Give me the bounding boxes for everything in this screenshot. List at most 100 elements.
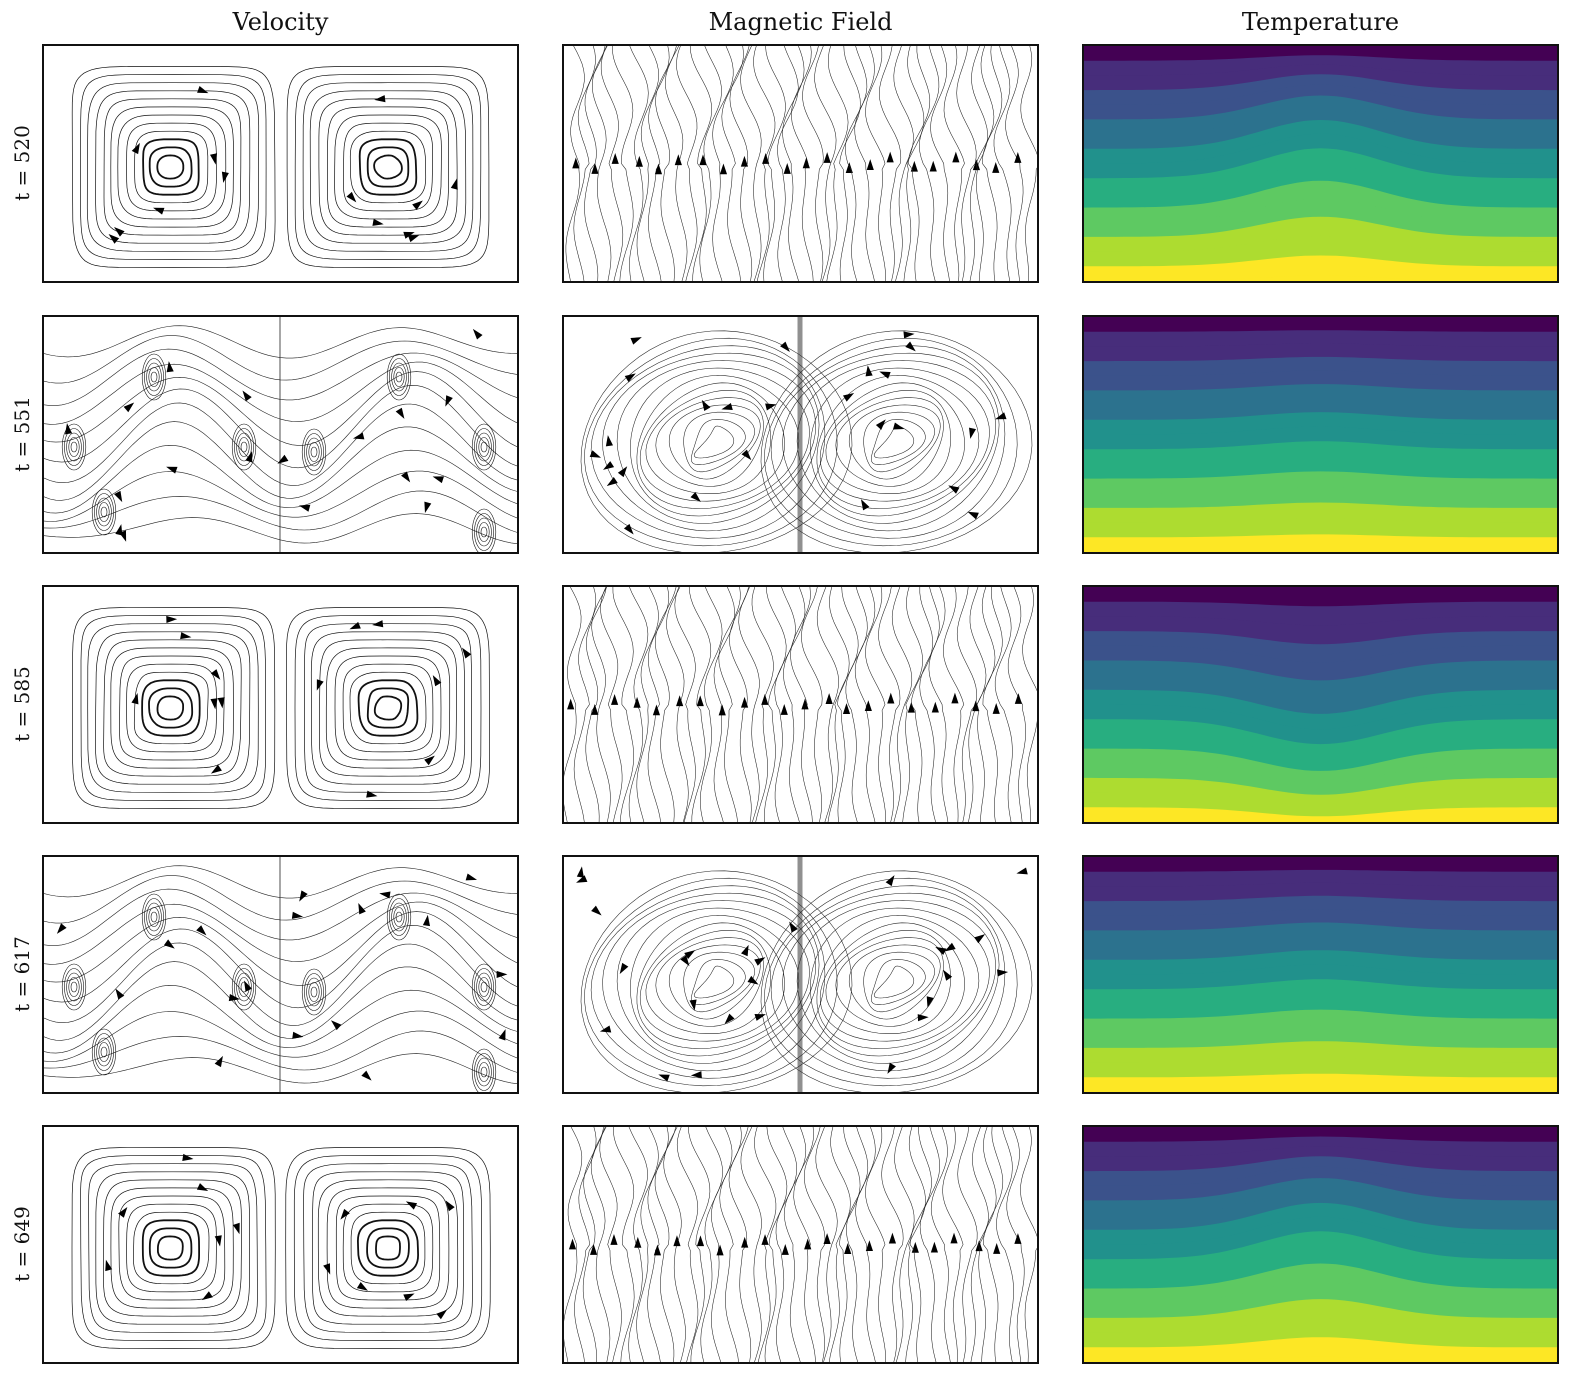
streamline bbox=[302, 82, 474, 252]
arrow-marker bbox=[298, 504, 311, 512]
magnetic-panel-t520 bbox=[562, 44, 1039, 283]
field-line bbox=[683, 951, 755, 1013]
field-line bbox=[1005, 46, 1024, 281]
streamline bbox=[44, 325, 517, 359]
streamline bbox=[327, 106, 449, 228]
arrow-marker bbox=[610, 1234, 618, 1245]
arrow-marker bbox=[699, 154, 707, 166]
arrow-marker bbox=[844, 1243, 852, 1254]
field-line bbox=[668, 944, 761, 1020]
vortex-ring bbox=[476, 432, 492, 462]
vortex-ring bbox=[236, 432, 252, 462]
streamline bbox=[95, 631, 251, 785]
streamline bbox=[309, 90, 467, 244]
field-line bbox=[688, 587, 712, 822]
streamline bbox=[335, 1195, 441, 1301]
streamline bbox=[44, 1053, 517, 1084]
streamline bbox=[285, 1147, 491, 1349]
arrow-marker bbox=[910, 160, 918, 172]
vortex-ring bbox=[64, 968, 84, 1006]
temperature-contours bbox=[1084, 46, 1557, 281]
arrow-marker bbox=[658, 1074, 670, 1082]
field-line bbox=[816, 915, 980, 1049]
field-line bbox=[729, 587, 752, 822]
streamline bbox=[357, 679, 419, 737]
vortex-ring bbox=[310, 446, 318, 458]
streamline bbox=[349, 130, 427, 204]
arrow-marker bbox=[591, 905, 602, 916]
arrow-marker bbox=[885, 875, 895, 887]
arrow-marker bbox=[445, 1200, 455, 1212]
field-line bbox=[668, 404, 761, 480]
streamline bbox=[117, 114, 227, 220]
field-line bbox=[796, 900, 996, 1064]
arrow-marker bbox=[277, 454, 289, 464]
arrow-marker bbox=[214, 1055, 223, 1068]
arrow-marker bbox=[624, 373, 636, 383]
vortex-ring bbox=[68, 977, 80, 997]
field-line bbox=[764, 1127, 788, 1362]
arrow-marker bbox=[917, 1014, 929, 1022]
field-line bbox=[592, 46, 612, 281]
vortex-ring bbox=[478, 977, 490, 997]
row-label-t520: t = 520 bbox=[4, 45, 40, 281]
arrow-marker bbox=[108, 233, 120, 244]
arrow-marker bbox=[825, 693, 833, 704]
field-line bbox=[865, 1127, 886, 1362]
field-line bbox=[863, 951, 935, 1013]
field-line bbox=[855, 1127, 876, 1362]
arrow-marker bbox=[875, 419, 886, 430]
field-line bbox=[796, 360, 996, 524]
vortex-ring bbox=[301, 428, 327, 476]
arrow-marker bbox=[903, 331, 915, 339]
vortex-ring bbox=[480, 526, 488, 538]
column-title-velocity: Velocity bbox=[232, 8, 329, 36]
field-line bbox=[602, 352, 820, 532]
streamline bbox=[71, 66, 276, 268]
arrow-marker bbox=[993, 1243, 1001, 1254]
field-line bbox=[845, 46, 868, 281]
field-line bbox=[564, 587, 582, 822]
field-line bbox=[616, 900, 816, 1064]
field-line bbox=[994, 587, 1013, 822]
field-line bbox=[846, 1127, 869, 1362]
field-line bbox=[636, 1127, 659, 1362]
field-line bbox=[770, 885, 1006, 1079]
streamline bbox=[141, 679, 201, 737]
arrow-marker bbox=[690, 1071, 702, 1079]
streamline bbox=[148, 687, 194, 729]
streamline bbox=[44, 865, 517, 899]
arrow-marker bbox=[196, 1183, 209, 1192]
field-line bbox=[969, 46, 988, 281]
arrow-marker bbox=[701, 399, 711, 412]
field-line bbox=[1007, 587, 1026, 822]
arrow-marker bbox=[118, 1206, 128, 1218]
velocity-panel-t520 bbox=[42, 44, 519, 283]
arrow-marker bbox=[780, 341, 790, 353]
streamline bbox=[343, 122, 433, 212]
field-line bbox=[801, 587, 823, 822]
arrow-marker bbox=[1014, 1233, 1022, 1244]
field-line bbox=[881, 1127, 904, 1362]
streamline bbox=[310, 631, 466, 785]
arrow-marker bbox=[603, 461, 615, 470]
vortex-ring bbox=[391, 902, 407, 932]
arrow-marker bbox=[718, 704, 726, 716]
field-line bbox=[630, 907, 810, 1057]
vortex-ring bbox=[234, 968, 254, 1006]
field-line bbox=[760, 870, 1033, 1092]
arrow-marker bbox=[210, 698, 218, 710]
arrow-marker bbox=[372, 620, 384, 628]
arrow-marker bbox=[866, 159, 874, 170]
field-line bbox=[655, 587, 677, 822]
field-line bbox=[910, 587, 933, 822]
streamline bbox=[88, 1163, 258, 1333]
vortex-ring bbox=[395, 911, 403, 923]
arrow-marker bbox=[210, 669, 221, 680]
row-label-t551: t = 551 bbox=[4, 316, 40, 552]
velocity-panel-t585 bbox=[42, 585, 519, 824]
vortex-ring bbox=[61, 423, 87, 471]
field-line bbox=[636, 587, 659, 822]
arrow-marker bbox=[842, 393, 855, 402]
streamline bbox=[312, 1171, 464, 1325]
